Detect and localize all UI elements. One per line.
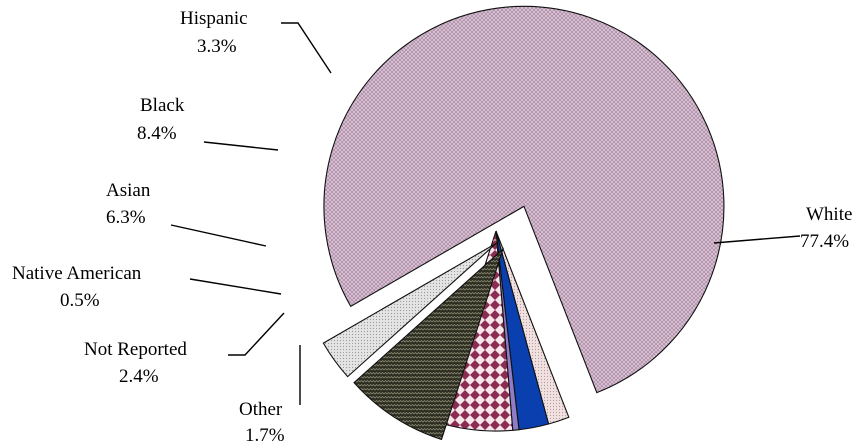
- label-not-reported-value: 2.4%: [119, 366, 159, 387]
- label-other-name: Other: [239, 399, 283, 420]
- leader-line-white: [713, 235, 801, 244]
- label-asian-name: Asian: [106, 180, 151, 201]
- label-other-value: 1.7%: [245, 425, 285, 445]
- leader-line-hispanic: [281, 22, 332, 74]
- pie-slice-black: [353, 247, 505, 441]
- pie-slice-white: [323, 5, 725, 394]
- leader-line-native-american: [189, 278, 282, 295]
- slice-labels: White 77.4% Hispanic 3.3% Black 8.4% Asi…: [12, 8, 852, 445]
- label-white-value: 77.4%: [800, 231, 849, 252]
- label-black-name: Black: [140, 95, 185, 116]
- leader-lines: [170, 22, 801, 405]
- label-hispanic-value: 3.3%: [197, 36, 237, 57]
- label-hispanic-name: Hispanic: [180, 8, 248, 29]
- label-asian-value: 6.3%: [106, 207, 146, 228]
- label-white-name: White: [806, 204, 852, 225]
- pie-slice-hispanic: [322, 242, 497, 378]
- leader-line-asian: [170, 224, 267, 247]
- label-native-american-name: Native American: [12, 263, 142, 284]
- leader-line-black: [203, 141, 279, 151]
- pie-slices: [322, 5, 725, 441]
- label-black-value: 8.4%: [137, 123, 177, 144]
- leader-line-not-reported: [228, 312, 285, 356]
- label-native-american-value: 0.5%: [60, 290, 100, 311]
- label-not-reported-name: Not Reported: [84, 339, 187, 360]
